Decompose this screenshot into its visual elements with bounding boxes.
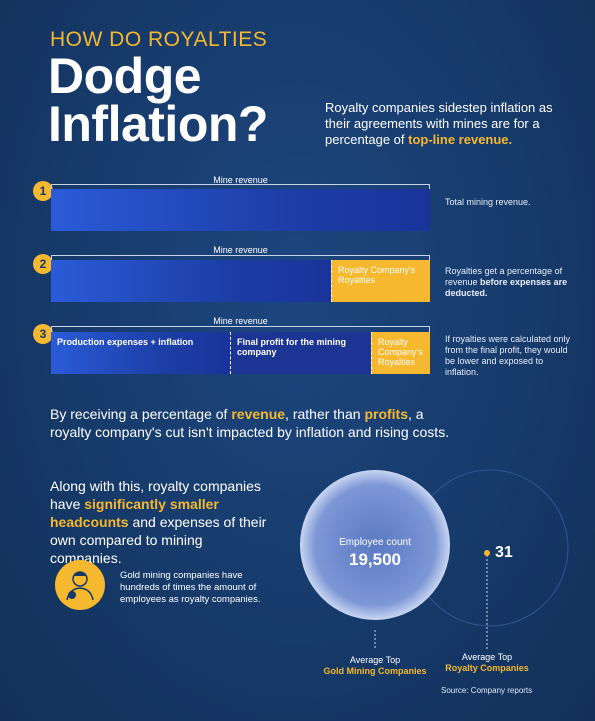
text: Average Top (349, 655, 401, 665)
bar: Royalty Company's Royalties (51, 260, 430, 302)
royalty-label: Average Top Royalty Companies (407, 652, 567, 674)
metric-label: Employee count (339, 537, 411, 548)
title-line: Inflation? (48, 96, 268, 152)
icon-note: Gold mining companies have hundreds of t… (120, 570, 261, 605)
bar (51, 189, 430, 231)
worker-icon (55, 560, 105, 610)
highlight: profits (364, 406, 408, 422)
bar-label: Mine revenue (213, 245, 268, 255)
text: By receiving a percentage of (50, 406, 232, 422)
royalty-value: 31 (495, 544, 513, 561)
bar-label: Mine revenue (213, 175, 268, 185)
bar-label: Mine revenue (213, 316, 268, 326)
highlight: Royalty Companies (445, 663, 529, 673)
segment (51, 260, 331, 302)
intro: Royalty companies sidestep inflation as … (325, 100, 565, 148)
text: Along with this, royalty companies have (50, 478, 261, 512)
royalty-segment: Royalty Company's Royalties (371, 332, 430, 374)
highlight: significantly smaller headcounts (50, 496, 219, 530)
royalty-segment: Royalty Company's Royalties (331, 260, 430, 302)
text: Royalties get a percentage of revenue (445, 266, 563, 287)
bracket (51, 184, 430, 190)
step-note: Total mining revenue. (445, 197, 575, 208)
text: and expenses of their own compared to mi… (50, 514, 267, 566)
highlight: revenue (231, 406, 286, 422)
text: Royalty companies sidestep inflation as … (325, 100, 553, 147)
title-line: Dodge (48, 48, 202, 104)
profit-segment: Final profit for the mining company (230, 332, 371, 374)
gold-value: 19,500 (349, 550, 401, 569)
bracket (51, 326, 430, 332)
text: Total mining revenue. (445, 197, 531, 207)
gold-label: Average Top Gold Mining Companies (295, 655, 455, 677)
step-number: 2 (33, 254, 53, 274)
title: Dodge Inflation? (48, 48, 268, 152)
expense-segment: Production expenses + inflation (51, 332, 230, 374)
emphasis: before expenses are deducted. (445, 277, 568, 298)
step-number: 1 (33, 181, 53, 201)
bracket (51, 255, 430, 261)
step-note: Royalties get a percentage of revenue be… (445, 266, 575, 299)
highlight: top-line revenue. (408, 132, 513, 147)
bubble-comparison (300, 469, 569, 650)
kicker: HOW DO ROYALTIES (50, 28, 268, 51)
paragraph: By receiving a percentage of revenue, ra… (50, 405, 450, 441)
headcount-text: Along with this, royalty companies have … (50, 477, 275, 567)
source: Source: Company reports (441, 686, 533, 695)
text: , rather than (285, 406, 365, 422)
step-note: If royalties were calculated only from t… (445, 334, 575, 378)
bar: Production expenses + inflation Final pr… (51, 332, 430, 374)
segment (51, 189, 430, 231)
text: If royalties were calculated only from t… (445, 334, 571, 377)
step-number: 3 (33, 324, 53, 344)
text: , a royalty company's cut isn't impacted… (50, 406, 450, 440)
highlight: Gold Mining Companies (323, 666, 427, 676)
text: Average Top (461, 652, 513, 662)
